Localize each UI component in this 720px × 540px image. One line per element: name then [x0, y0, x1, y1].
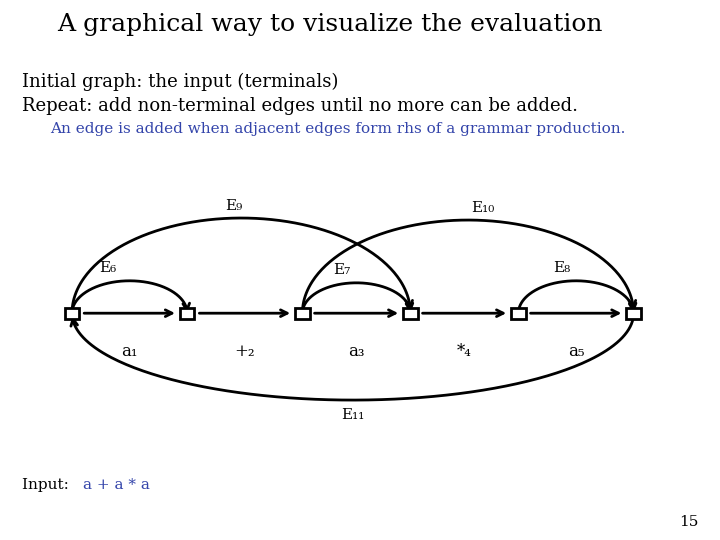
Text: 15: 15: [679, 515, 698, 529]
Text: E₆: E₆: [99, 261, 117, 275]
Text: A graphical way to visualize the evaluation: A graphical way to visualize the evaluat…: [58, 14, 603, 37]
Text: E₁₀: E₁₀: [471, 201, 494, 214]
Bar: [403, 308, 418, 319]
Text: E₉: E₉: [225, 199, 243, 213]
Bar: [180, 308, 194, 319]
Text: *₄: *₄: [457, 343, 472, 360]
Text: Input:: Input:: [22, 478, 73, 492]
Bar: [65, 308, 79, 319]
Text: a₃: a₃: [348, 343, 364, 360]
Text: +₂: +₂: [235, 343, 255, 360]
Text: E₁₁: E₁₁: [341, 408, 364, 422]
Text: Repeat: add non-terminal edges until no more can be added.: Repeat: add non-terminal edges until no …: [22, 97, 577, 115]
Text: E₈: E₈: [553, 261, 570, 275]
Text: a₁: a₁: [122, 343, 138, 360]
Bar: [626, 308, 641, 319]
Text: E₇: E₇: [333, 264, 351, 278]
Text: An edge is added when adjacent edges form rhs of a grammar production.: An edge is added when adjacent edges for…: [50, 122, 626, 136]
Text: a₅: a₅: [568, 343, 584, 360]
Text: Initial graph: the input (terminals): Initial graph: the input (terminals): [22, 73, 338, 91]
Bar: [295, 308, 310, 319]
Text: a + a * a: a + a * a: [83, 478, 150, 492]
Bar: [511, 308, 526, 319]
